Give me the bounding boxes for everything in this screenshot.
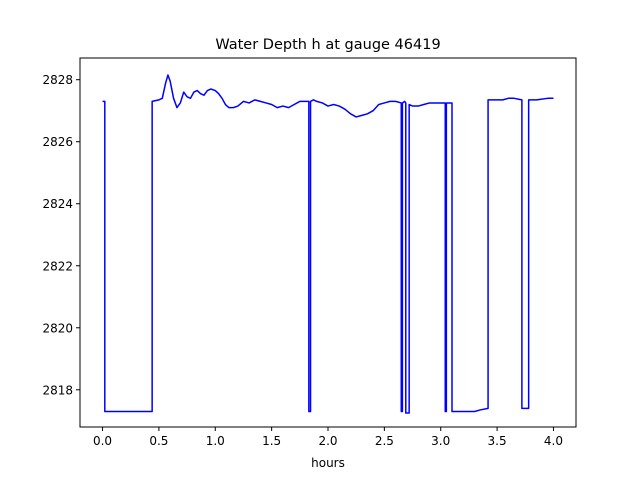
x-tick-label: 1.5 xyxy=(262,434,281,448)
y-tick-label: 2824 xyxy=(42,197,73,211)
x-tick-label: 3.0 xyxy=(431,434,450,448)
data-layer xyxy=(102,74,554,414)
y-tick-label: 2828 xyxy=(42,73,73,87)
plot-area xyxy=(80,58,576,427)
x-tick-label: 2.5 xyxy=(375,434,394,448)
x-tick-label: 1.0 xyxy=(206,434,225,448)
plot-frame xyxy=(79,57,577,428)
x-axis-ticks: 0.0 0.5 1.0 1.5 2.0 2.5 3.0 3.5 4.0 xyxy=(93,427,563,448)
y-axis-ticks: 2818 2820 2822 2824 2826 2828 xyxy=(42,73,80,397)
x-tick-label: 0.5 xyxy=(149,434,168,448)
y-tick-label: 2826 xyxy=(42,135,73,149)
x-tick-label: 4.0 xyxy=(544,434,563,448)
y-tick-label: 2822 xyxy=(42,259,73,273)
x-axis-label: hours xyxy=(311,456,345,470)
x-tick-label: 3.5 xyxy=(488,434,507,448)
x-tick-label: 2.0 xyxy=(318,434,337,448)
y-tick-label: 2818 xyxy=(42,383,73,397)
series-line-0 xyxy=(102,74,554,414)
y-tick-label: 2820 xyxy=(42,321,73,335)
x-tick-label: 0.0 xyxy=(93,434,112,448)
chart-title: Water Depth h at gauge 46419 xyxy=(215,37,440,53)
